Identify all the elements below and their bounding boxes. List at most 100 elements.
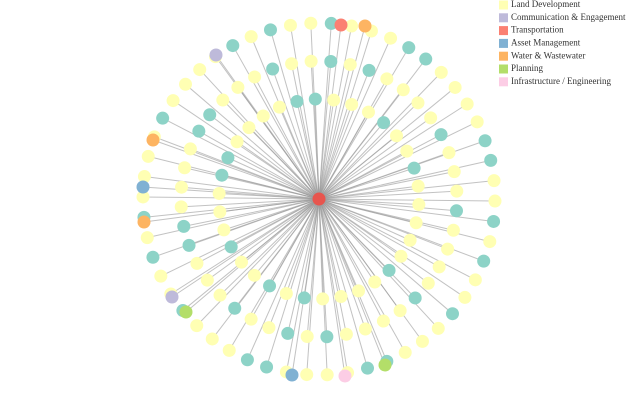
link [318, 198, 453, 315]
node [226, 39, 240, 53]
link [171, 198, 320, 298]
link [318, 198, 440, 268]
node [487, 214, 501, 228]
node [244, 30, 258, 44]
node [382, 263, 396, 277]
node [368, 275, 382, 289]
node [141, 149, 155, 163]
node [156, 111, 170, 125]
link [318, 190, 457, 200]
node [228, 301, 242, 315]
node [248, 70, 262, 84]
link [318, 122, 384, 200]
node [358, 322, 372, 336]
link [285, 198, 320, 294]
link [318, 117, 431, 200]
link [318, 121, 478, 200]
links [142, 23, 495, 377]
node [345, 97, 359, 111]
legend-label: Infrastructure / Engineering [511, 76, 611, 86]
node [424, 111, 438, 125]
link [318, 64, 351, 200]
node [266, 62, 280, 76]
node [200, 273, 214, 287]
node [362, 63, 376, 77]
node [285, 57, 299, 71]
legend-label: Asset Management [511, 37, 581, 47]
node [165, 290, 179, 304]
node [177, 219, 191, 233]
link [318, 30, 372, 200]
link [318, 198, 484, 262]
link [219, 198, 320, 296]
link [318, 47, 410, 200]
link [318, 58, 427, 200]
link [318, 198, 439, 329]
link [318, 198, 411, 241]
link [254, 76, 320, 200]
link [172, 100, 320, 200]
node [242, 121, 256, 135]
link [285, 198, 320, 373]
legend: Land Development Communication & Engageme… [499, 0, 626, 87]
link [318, 70, 370, 200]
node [361, 105, 375, 119]
link [318, 23, 332, 200]
node [445, 307, 459, 321]
link [211, 198, 320, 340]
node [190, 256, 204, 270]
link [270, 29, 320, 200]
link [318, 87, 456, 200]
node [244, 312, 258, 326]
link [196, 198, 320, 264]
node [166, 94, 180, 108]
link [318, 198, 346, 377]
node [281, 326, 295, 340]
node [470, 115, 484, 129]
node [343, 58, 357, 72]
link [318, 198, 429, 284]
node [209, 48, 223, 62]
node [334, 290, 348, 304]
link [318, 198, 388, 362]
node [398, 345, 412, 359]
link [306, 198, 320, 375]
node [408, 291, 422, 305]
node [140, 231, 154, 245]
legend-swatch [499, 26, 508, 36]
node [316, 292, 330, 306]
link [198, 130, 320, 200]
node [146, 133, 160, 147]
node [175, 180, 189, 194]
link [228, 198, 320, 351]
link [291, 63, 320, 200]
link [318, 198, 347, 335]
link [152, 198, 320, 258]
node [300, 329, 314, 343]
link [318, 198, 386, 366]
node [327, 93, 341, 107]
node [203, 108, 217, 122]
link [185, 83, 320, 200]
link [318, 140, 486, 200]
legend-label: Communication & Engagement [511, 12, 626, 22]
node [263, 279, 277, 293]
node [409, 216, 423, 230]
node [279, 287, 293, 301]
node [263, 23, 277, 37]
node [378, 358, 392, 372]
node [193, 63, 207, 77]
node [334, 18, 348, 32]
node [376, 314, 390, 328]
link [232, 45, 320, 200]
node [215, 168, 229, 182]
link [318, 38, 392, 200]
node [240, 353, 254, 367]
link [318, 198, 494, 222]
node [434, 65, 448, 79]
node [222, 343, 236, 357]
node [421, 276, 435, 290]
node [345, 19, 359, 33]
node [442, 146, 456, 160]
node [179, 77, 193, 91]
